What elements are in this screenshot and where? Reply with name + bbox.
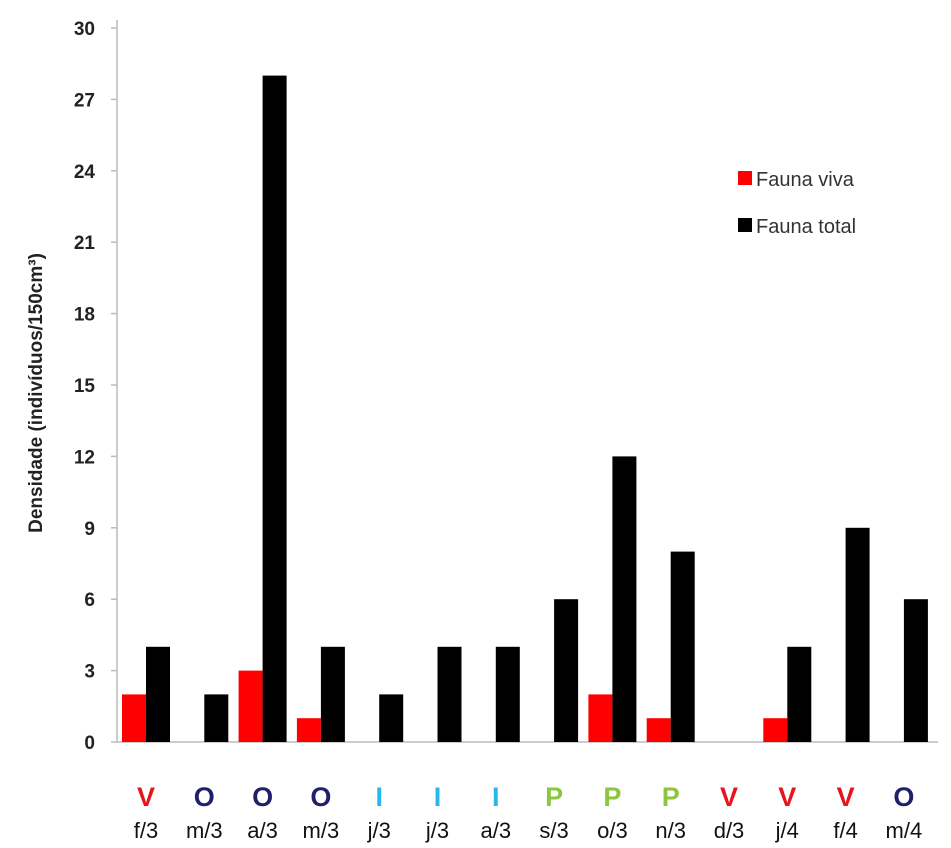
x-tick-label: f/3 [134, 818, 158, 843]
y-tick-label: 3 [84, 662, 95, 683]
x-tick-label: n/3 [655, 818, 686, 843]
y-tick-label: 15 [74, 376, 96, 397]
legend-swatch [738, 171, 752, 185]
x-tick-label: f/4 [833, 818, 857, 843]
y-tick-label: 30 [74, 19, 95, 40]
season-label: P [545, 782, 563, 812]
bars [122, 75, 928, 743]
season-label: V [837, 782, 855, 812]
bar-fauna-viva [588, 694, 613, 742]
bar-fauna-total [495, 646, 520, 742]
season-label: I [375, 782, 383, 812]
season-label: I [434, 782, 442, 812]
bar-fauna-total [845, 527, 870, 742]
bar-fauna-total [379, 694, 404, 742]
bar-fauna-viva [238, 670, 263, 742]
y-tick-label: 9 [84, 519, 95, 540]
y-tick-label: 18 [74, 305, 95, 326]
bar-fauna-total [612, 456, 637, 742]
bar-fauna-viva [122, 694, 146, 742]
bar-fauna-total [437, 646, 462, 742]
x-labels: Vf/3 Om/3 Oa/3 Om/3 Ij/3 Ij/3 Ia/3 Ps/3 Po/3 Pn/3… [134, 782, 922, 843]
x-tick-label: o/3 [597, 818, 628, 843]
y-tick-label: 12 [74, 447, 95, 468]
season-label: V [778, 782, 796, 812]
x-tick-label: d/3 [714, 818, 745, 843]
legend-label: Fauna viva [756, 169, 855, 191]
season-label: O [252, 782, 273, 812]
x-tick-label: a/3 [481, 818, 512, 843]
bar-fauna-total [204, 694, 229, 742]
bar-fauna-total [262, 75, 287, 743]
y-axis-title: Densidade (indivíduos/150cm³) [26, 253, 47, 533]
bar-fauna-total [670, 551, 695, 742]
season-label: O [194, 782, 215, 812]
y-tick-label: 6 [84, 590, 95, 611]
season-label: I [492, 782, 500, 812]
bar-fauna-total [146, 646, 170, 742]
bar-fauna-total [554, 599, 579, 742]
season-label: V [137, 782, 155, 812]
season-label: P [662, 782, 680, 812]
x-tick-label: j/4 [775, 818, 799, 843]
y-tick-label: 21 [74, 233, 96, 254]
bar-fauna-viva [646, 718, 671, 742]
y-tick-label: 27 [74, 90, 95, 111]
x-tick-label: j/3 [425, 818, 449, 843]
x-tick-label: m/3 [303, 818, 340, 843]
y-tick-label: 24 [74, 162, 96, 183]
x-tick-label: m/3 [186, 818, 223, 843]
bar-fauna-total [787, 646, 812, 742]
x-tick-label: a/3 [247, 818, 278, 843]
bar-fauna-viva [296, 718, 321, 742]
bar-fauna-viva [763, 718, 788, 742]
bar-fauna-total [903, 599, 928, 742]
y-tick-label: 0 [84, 733, 95, 754]
season-label: V [720, 782, 738, 812]
bar-fauna-total [320, 646, 345, 742]
season-label: O [310, 782, 331, 812]
legend-label: Fauna total [756, 216, 856, 238]
season-label: P [603, 782, 621, 812]
axes: 0 3 6 9 12 15 18 21 24 27 30 Densidade (indivíduos/… [26, 19, 938, 754]
x-tick-label: j/3 [367, 818, 391, 843]
legend-swatch [738, 218, 752, 232]
season-label: O [893, 782, 914, 812]
x-tick-label: s/3 [539, 818, 568, 843]
x-tick-label: m/4 [886, 818, 923, 843]
legend: Fauna viva Fauna total [738, 169, 856, 238]
